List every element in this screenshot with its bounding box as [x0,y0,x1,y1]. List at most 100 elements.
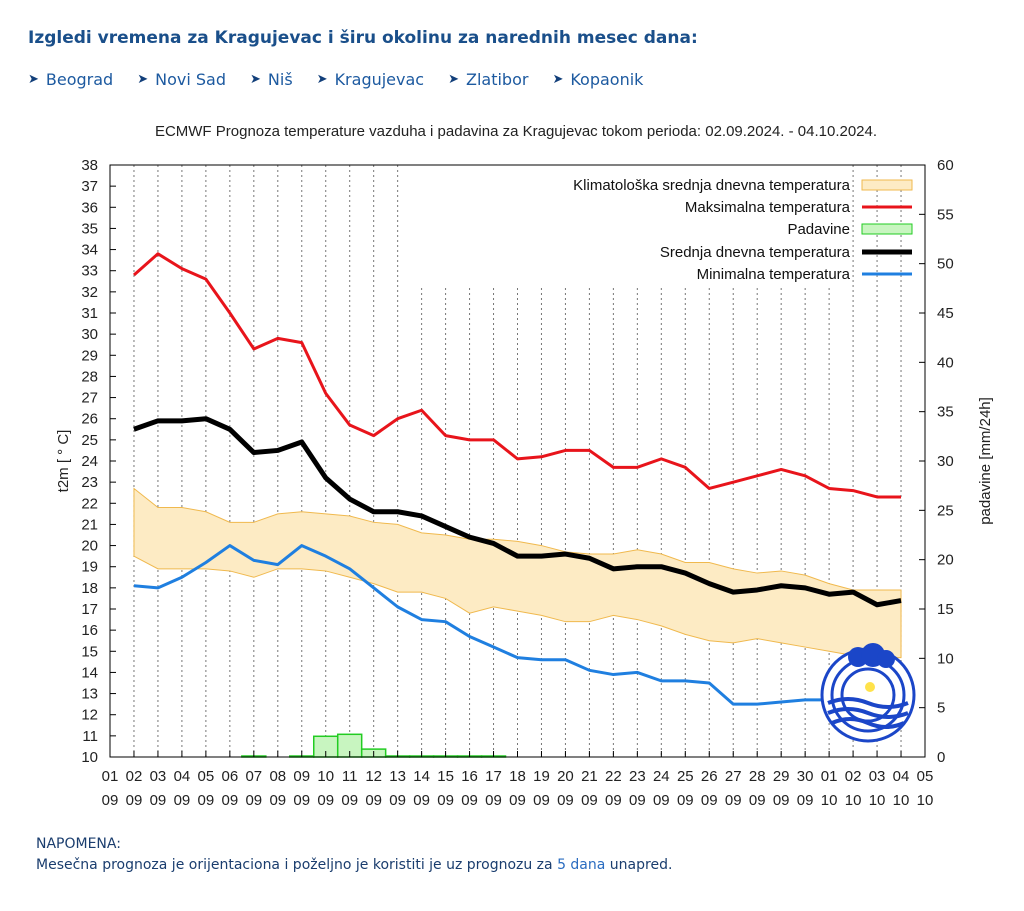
x-tick-label: 16 [461,768,478,785]
y2-tick-label: 5 [937,700,945,717]
x-tick-label: 10 [869,792,886,809]
y-tick-label: 11 [82,728,98,745]
x-tick-label: 09 [389,792,406,809]
forecast-chart: ECMWF Prognoza temperature vazduha i pad… [55,123,994,809]
y2-axis-label: padavine [mm/24h] [977,397,994,525]
y-tick-label: 18 [81,580,98,597]
x-tick-label: 27 [725,768,742,785]
x-tick-label: 09 [605,792,622,809]
x-tick-label: 09 [317,792,334,809]
x-tick-label: 09 [102,792,119,809]
x-tick-label: 09 [749,792,766,809]
x-tick-label: 05 [198,768,215,785]
y-tick-label: 10 [81,749,98,766]
note-text-before: Mesečna prognoza je orijentaciona i pože… [36,857,558,873]
y-tick-label: 19 [81,559,98,576]
note-heading: NAPOMENA: [36,836,121,852]
x-tick-label: 09 [174,792,191,809]
nav-link-kopaonik[interactable]: ➤ Kopaonik [552,70,643,89]
y-tick-label: 22 [81,495,98,512]
y-tick-label: 29 [81,347,98,364]
x-tick-label: 09 [341,792,358,809]
x-tick-label: 21 [581,768,598,785]
y2-tick-label: 10 [937,650,954,667]
x-tick-label: 19 [533,768,550,785]
x-tick-label: 30 [797,768,814,785]
x-tick-label: 02 [845,768,862,785]
y-tick-label: 33 [81,263,98,280]
max-temp-line [132,252,902,499]
nav-link-novi-sad[interactable]: ➤ Novi Sad [137,70,226,89]
x-tick-label: 10 [893,792,910,809]
nav-label: Niš [267,70,293,89]
y2-tick-label: 55 [937,206,954,223]
y2-tick-label: 25 [937,502,954,519]
x-tick-label: 09 [701,792,718,809]
x-tick-label: 26 [701,768,718,785]
five-day-forecast-link[interactable]: 5 dana [557,857,606,873]
legend-label: Srednja dnevna temperatura [660,244,851,261]
y-axis-label: t2m [ ° C] [55,430,72,493]
y-tick-label: 15 [81,643,98,660]
y-tick-label: 28 [81,368,98,385]
x-tick-label: 12 [365,768,382,785]
x-tick-label: 04 [893,768,910,785]
y-tick-label: 25 [81,432,98,449]
note: NAPOMENA: Mesečna prognoza je orijentaci… [36,834,672,876]
y-tick-label: 21 [81,516,98,533]
note-text: Mesečna prognoza je orijentaciona i pože… [36,855,672,876]
nav-link-nis[interactable]: ➤ Niš [250,70,293,89]
x-tick-label: 10 [317,768,334,785]
arrow-right-icon: ➤ [137,72,149,87]
y-tick-label: 16 [81,622,98,639]
arrow-right-icon: ➤ [250,72,261,87]
x-tick-label: 01 [102,768,119,785]
x-tick-label: 09 [533,792,550,809]
legend-label: Maksimalna temperatura [685,199,851,216]
arrow-right-icon: ➤ [552,72,564,87]
legend-label: Minimalna temperatura [697,266,851,283]
x-tick-label: 20 [557,768,574,785]
nav-label: Kopaonik [570,70,644,89]
chart-title: ECMWF Prognoza temperature vazduha i pad… [155,123,877,140]
x-tick-label: 08 [269,768,286,785]
x-tick-label: 09 [773,792,790,809]
arrow-right-icon: ➤ [28,72,39,87]
nav-link-kragujevac[interactable]: ➤ Kragujevac [317,70,424,89]
y-tick-label: 12 [81,707,98,724]
y2-tick-label: 50 [937,256,954,273]
nav-label: Beograd [45,70,114,89]
nav-label: Kragujevac [334,70,425,89]
y2-tick-label: 60 [937,157,954,174]
x-tick-label: 23 [629,768,646,785]
y-tick-label: 37 [81,178,98,195]
x-tick-label: 03 [150,768,167,785]
y2-tick-label: 30 [937,453,954,470]
y2-tick-label: 0 [937,749,945,766]
x-tick-label: 09 [629,792,646,809]
y-tick-label: 36 [81,199,98,216]
x-tick-label: 09 [222,792,239,809]
x-tick-label: 09 [653,792,670,809]
x-tick-label: 25 [677,768,694,785]
y-tick-label: 13 [81,686,98,703]
note-text-after: unapred. [605,857,673,873]
x-tick-label: 11 [342,768,358,785]
nav-link-beograd[interactable]: ➤ Beograd [28,70,113,89]
min-temp-line [133,544,902,706]
legend-label: Klimatološka srednja dnevna temperatura [573,177,850,194]
x-tick-label: 24 [653,768,670,785]
page-title: Izgledi vremena za Kragujevac i širu oko… [28,28,698,48]
y-tick-label: 30 [81,326,98,343]
x-tick-label: 05 [917,768,934,785]
legend-swatch [861,179,913,191]
y-tick-label: 24 [81,453,98,470]
x-tick-label: 09 [413,792,430,809]
x-tick-label: 06 [222,768,239,785]
y2-tick-label: 45 [937,305,954,322]
nav-link-zlatibor[interactable]: ➤ Zlatibor [448,70,528,89]
x-tick-label: 14 [413,768,430,785]
y2-tick-label: 40 [937,354,954,371]
dhmz-logo [820,643,916,743]
legend-swatch [861,223,913,235]
